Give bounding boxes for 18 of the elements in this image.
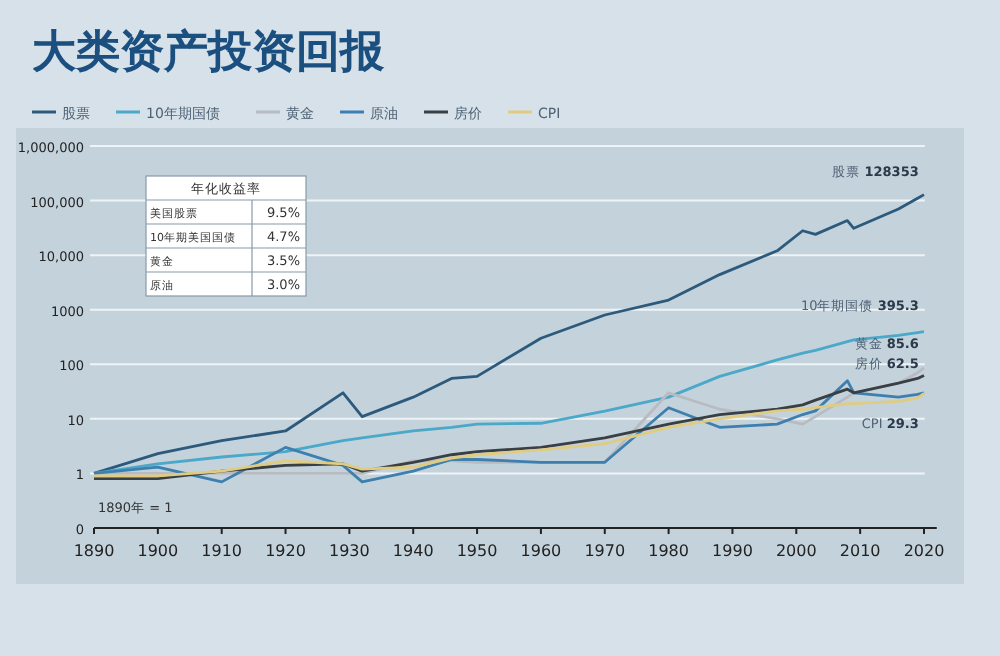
x-tick-label: 1960: [520, 542, 562, 560]
x-tick-label: 1990: [712, 542, 753, 560]
line-series: [92, 193, 926, 475]
x-tick-label: 2020: [903, 542, 945, 560]
x-tick-label: 2010: [839, 542, 881, 560]
chart-title: 大类资产投资回报: [32, 26, 386, 78]
line-series: [92, 391, 926, 478]
x-tick-label: 1920: [265, 542, 306, 560]
line-series: [92, 330, 926, 475]
x-tick-label: 2000: [775, 542, 817, 560]
x-tick-label: 1890: [73, 542, 115, 560]
x-tick-label: 1900: [137, 542, 179, 560]
x-tick-label: 1950: [456, 542, 498, 560]
x-tick-label: 1970: [584, 542, 626, 560]
x-tick-label: 1910: [201, 542, 243, 560]
x-tick-label: 1940: [392, 542, 434, 560]
x-tick-label: 1980: [648, 542, 689, 560]
x-tick-label: 1930: [329, 542, 370, 560]
